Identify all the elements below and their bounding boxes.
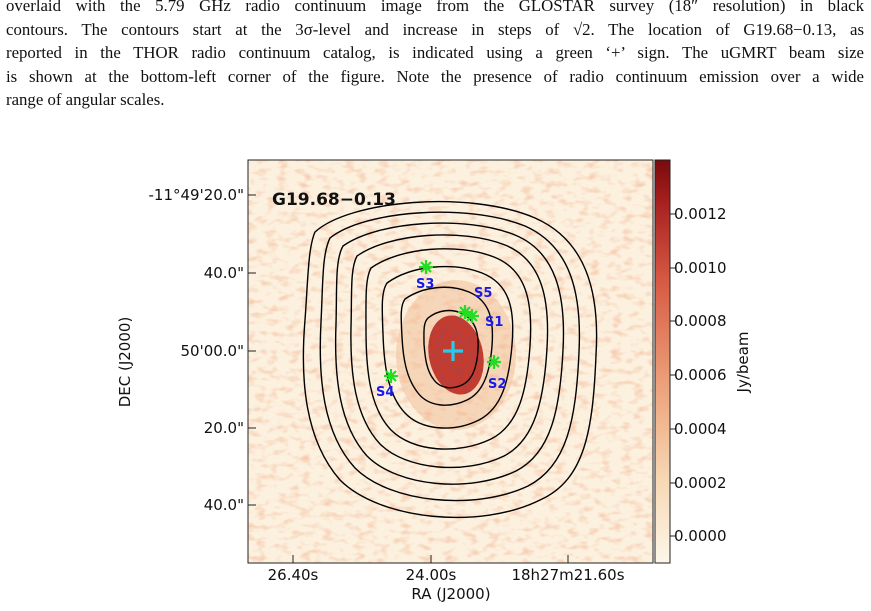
source-label: S1 xyxy=(485,315,503,330)
figure-caption: overlaid with the 5.79 GHz radio continu… xyxy=(6,0,864,112)
x-axis-title: RA (J2000) xyxy=(411,585,490,603)
caption-line: overlaid with the 5.79 GHz radio continu… xyxy=(6,0,864,15)
x-tick-label: 18h27m21.60s xyxy=(511,566,624,584)
thor-position-marker xyxy=(443,341,463,361)
contour-level xyxy=(334,222,565,485)
x-tick-label: 24.00s xyxy=(406,566,457,584)
source-marker-s3 xyxy=(419,260,433,274)
caption-line: range of angular scales. xyxy=(6,90,165,109)
source-label: S3 xyxy=(416,277,434,292)
plot-frame xyxy=(247,159,654,564)
contour-level xyxy=(350,234,549,469)
source-label: S2 xyxy=(488,377,506,392)
colorbar-tick-label: 0.0010 xyxy=(674,259,727,277)
colorbar-tick-label: 0.0000 xyxy=(674,527,727,545)
contour-level xyxy=(302,200,598,519)
y-axis-title: DEC (J2000) xyxy=(116,317,134,408)
contour-level xyxy=(400,286,494,406)
source-label: S4 xyxy=(376,385,394,400)
source-marker-s1 xyxy=(465,309,479,323)
x-tick-label: 26.40s xyxy=(268,566,319,584)
axis-ticks xyxy=(248,194,569,563)
glostar-contours xyxy=(302,200,598,519)
source-label: S5 xyxy=(474,286,492,301)
contour-level xyxy=(365,248,532,450)
continuum-image xyxy=(248,160,653,563)
source-markers xyxy=(384,260,501,383)
y-tick-label: 20.0" xyxy=(204,419,244,437)
y-tick-label: -11°49'20.0" xyxy=(148,186,244,204)
colorbar-tick-label: 0.0002 xyxy=(674,474,727,492)
colorbar-tick-label: 0.0008 xyxy=(674,312,727,330)
y-tick-label: 40.0" xyxy=(204,496,244,514)
source-name-title: G19.68−0.13 xyxy=(272,190,396,210)
caption-line: reported in the THOR radio continuum cat… xyxy=(6,43,864,62)
caption-line: contours. The contours start at the 3σ-l… xyxy=(6,19,864,39)
colorbar-title: Jy/beam xyxy=(734,332,752,394)
source-marker-s2 xyxy=(487,355,501,369)
colorbar-tick-label: 0.0004 xyxy=(674,420,727,438)
y-tick-label: 50'00.0" xyxy=(180,342,244,360)
source-marker-s4 xyxy=(384,369,398,383)
caption-line: is shown at the bottom-left corner of th… xyxy=(6,66,864,86)
colorbar-tick-label: 0.0012 xyxy=(674,205,727,223)
colorbar-tick-label: 0.0006 xyxy=(674,366,727,384)
contour-level xyxy=(319,211,581,502)
contour-level xyxy=(381,265,514,429)
y-tick-label: 40.0" xyxy=(204,264,244,282)
colorbar: 0.0012 0.0010 0.0008 0.0006 0.0004 0.000… xyxy=(654,159,752,564)
